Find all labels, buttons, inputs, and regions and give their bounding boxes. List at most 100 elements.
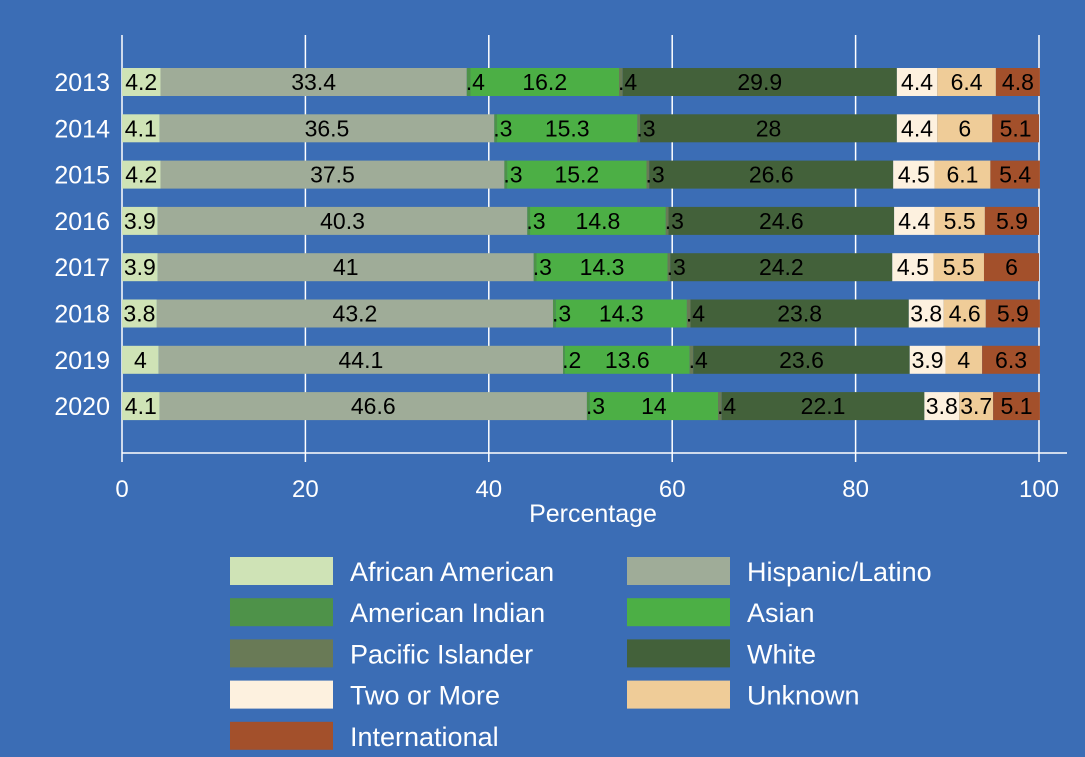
data-label: .3 bbox=[533, 254, 552, 280]
bar-segment bbox=[156, 299, 553, 328]
data-label: 5.9 bbox=[997, 301, 1029, 327]
bar-segment bbox=[893, 160, 935, 189]
bar-segment bbox=[586, 392, 590, 421]
data-label: 3.9 bbox=[124, 254, 156, 280]
legend-swatch bbox=[230, 598, 333, 627]
bar-segment bbox=[937, 114, 993, 143]
bar-segment bbox=[122, 206, 158, 235]
y-tick-label: 2014 bbox=[54, 115, 110, 143]
legend-label: Pacific Islander bbox=[350, 639, 533, 669]
bar-segment bbox=[943, 299, 986, 328]
bar-segment bbox=[959, 392, 994, 421]
bar-segment bbox=[157, 206, 528, 235]
legend-label: White bbox=[747, 639, 816, 669]
bar-segment bbox=[924, 392, 960, 421]
bar-segment bbox=[122, 68, 161, 96]
data-label: .4 bbox=[686, 301, 705, 327]
bar-segment bbox=[157, 253, 534, 282]
x-tick-label: 80 bbox=[842, 476, 869, 503]
data-label: 5.9 bbox=[996, 208, 1028, 234]
legend-swatch bbox=[627, 639, 730, 668]
legend-swatch bbox=[230, 680, 333, 709]
data-label: 28 bbox=[756, 115, 782, 141]
bar-segment bbox=[507, 160, 647, 189]
data-label: .2 bbox=[562, 347, 581, 373]
bar-segment bbox=[158, 345, 564, 374]
bar-segment bbox=[533, 253, 537, 282]
bar-segment bbox=[619, 68, 623, 96]
bar-segment bbox=[622, 68, 897, 96]
data-label: 4 bbox=[957, 347, 970, 373]
x-tick-label: 100 bbox=[1019, 476, 1059, 503]
legend: African American Hispanic/Latino American … bbox=[230, 557, 932, 752]
bar-segment bbox=[718, 392, 722, 421]
legend-swatch bbox=[627, 598, 730, 627]
legend-swatch bbox=[230, 557, 333, 585]
data-label: 5.1 bbox=[1000, 115, 1032, 141]
bar-segment bbox=[690, 299, 909, 328]
bar-segment bbox=[504, 160, 508, 189]
data-label: 4.4 bbox=[901, 69, 933, 95]
data-label: 22.1 bbox=[801, 393, 846, 419]
bar-segment bbox=[896, 114, 938, 143]
grid-lines bbox=[121, 35, 1040, 462]
data-label: .3 bbox=[503, 162, 522, 188]
legend-label: Unknown bbox=[747, 681, 860, 711]
bar-segment bbox=[945, 345, 983, 374]
bar-segment bbox=[470, 68, 620, 96]
bar-segment bbox=[983, 253, 1039, 282]
bar-segment bbox=[536, 253, 668, 282]
x-axis-title: Percentage bbox=[529, 500, 657, 528]
data-label: 4.4 bbox=[898, 208, 930, 234]
bar-segment bbox=[721, 392, 925, 421]
data-label: 24.2 bbox=[759, 254, 804, 280]
bar-segment bbox=[670, 253, 893, 282]
bar-segment bbox=[160, 68, 467, 96]
bar-segment bbox=[689, 345, 694, 374]
bar-segment bbox=[668, 206, 895, 235]
bar-segment bbox=[527, 206, 531, 235]
data-label: 15.3 bbox=[545, 115, 590, 141]
data-label: 6 bbox=[958, 115, 971, 141]
y-tick-label: 2020 bbox=[54, 393, 110, 421]
data-label: 5.5 bbox=[944, 208, 976, 234]
data-label: 26.6 bbox=[749, 162, 794, 188]
bar-segment bbox=[665, 206, 669, 235]
y-tick-label: 2017 bbox=[54, 254, 110, 282]
bar-segment bbox=[563, 345, 565, 374]
data-label: 3.9 bbox=[912, 347, 944, 373]
bar-segment bbox=[693, 345, 910, 374]
bar-segment bbox=[909, 345, 946, 374]
bar-segment bbox=[667, 253, 671, 282]
bar-segment bbox=[984, 206, 1039, 235]
data-label: 4 bbox=[134, 347, 147, 373]
data-label: 14.3 bbox=[580, 254, 625, 280]
data-label: 4.8 bbox=[1002, 69, 1034, 95]
bar-segment bbox=[122, 160, 161, 189]
data-label: 6 bbox=[1005, 254, 1018, 280]
data-label: 29.9 bbox=[737, 69, 782, 95]
data-label: 3.7 bbox=[960, 393, 992, 419]
data-label: 6.4 bbox=[951, 69, 983, 95]
x-tick-label: 60 bbox=[659, 476, 686, 503]
bar-segment bbox=[637, 114, 641, 143]
bar-segment bbox=[934, 206, 985, 235]
bar-segment bbox=[908, 299, 944, 328]
bar-segment bbox=[122, 253, 158, 282]
bar-segment bbox=[497, 114, 638, 143]
bar-segment bbox=[646, 160, 650, 189]
y-tick-label: 2013 bbox=[54, 69, 110, 97]
bar-segment bbox=[122, 392, 160, 421]
bar-segment bbox=[982, 345, 1040, 374]
data-label: 14.8 bbox=[576, 208, 621, 234]
data-label: .3 bbox=[526, 208, 545, 234]
bar-segment bbox=[892, 253, 934, 282]
bar-segment bbox=[466, 68, 471, 96]
bar-segment bbox=[686, 299, 691, 328]
bar-segment bbox=[640, 114, 897, 143]
bar-segment bbox=[159, 392, 587, 421]
data-label: 3.8 bbox=[910, 301, 942, 327]
data-label: 3.8 bbox=[123, 301, 155, 327]
data-label: 14 bbox=[641, 393, 667, 419]
